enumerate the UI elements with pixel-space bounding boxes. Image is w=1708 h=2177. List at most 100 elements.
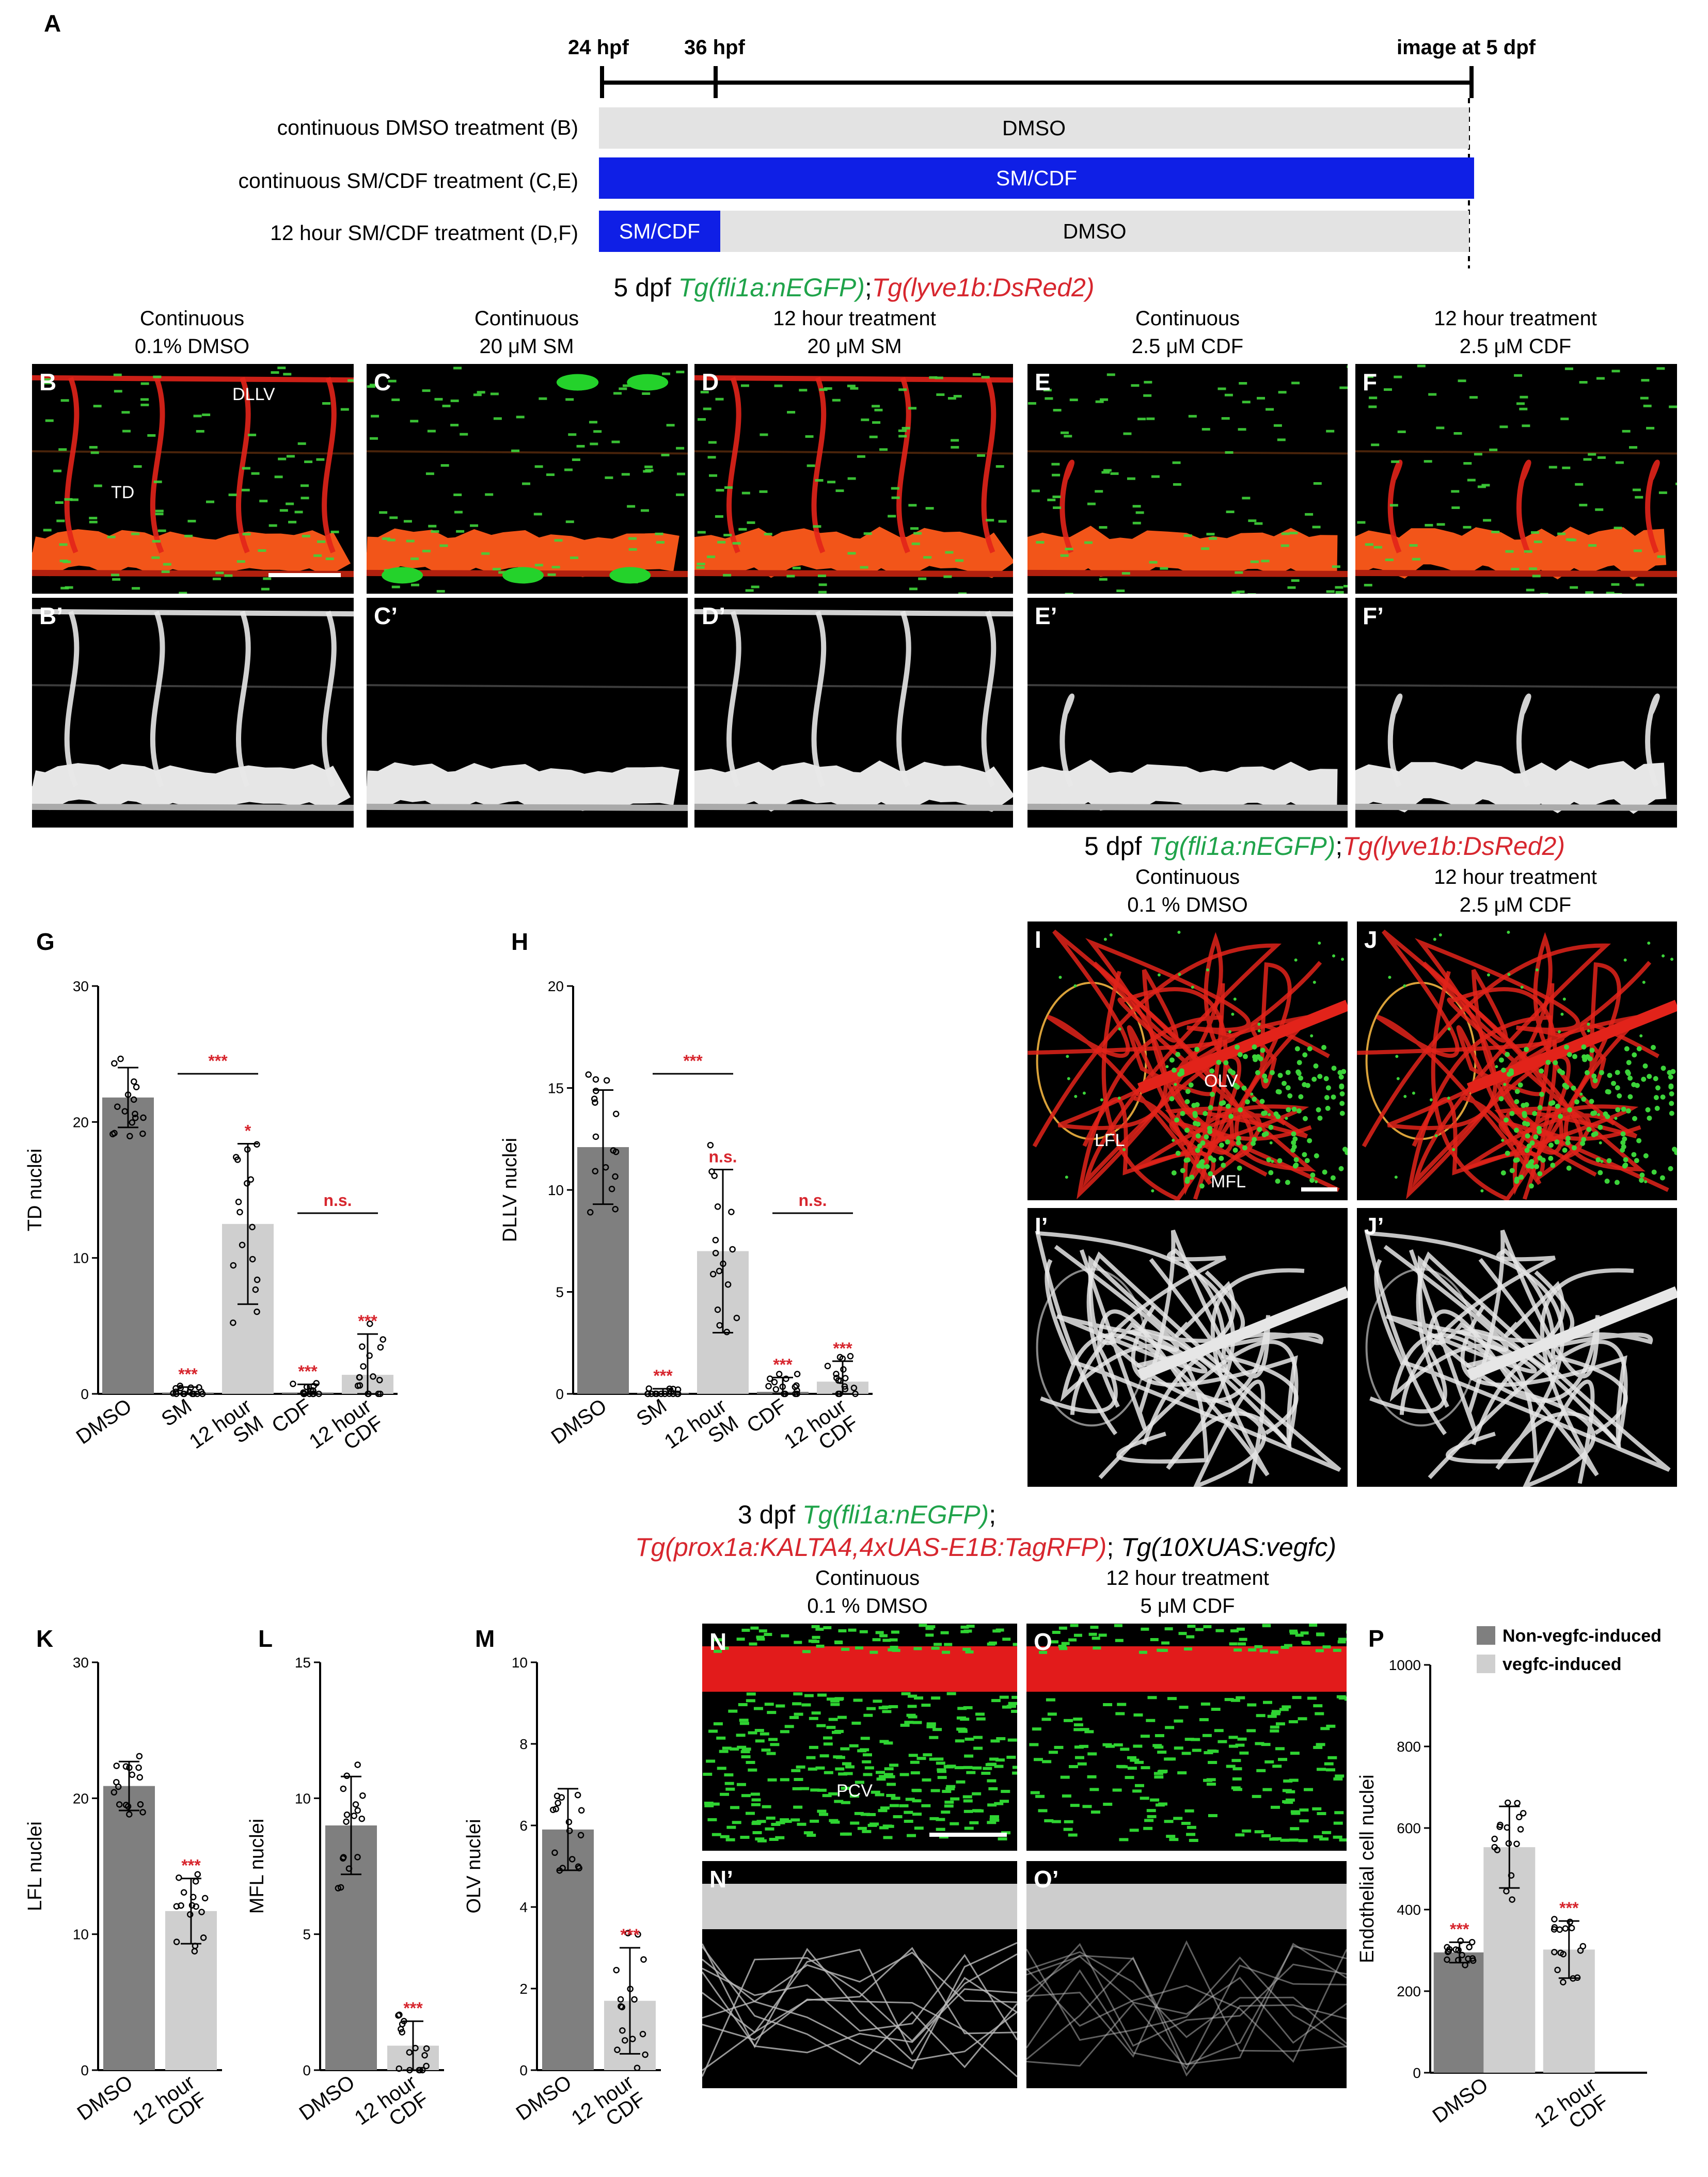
data-point [367, 1320, 373, 1327]
micrograph-i-image [1027, 921, 1348, 1200]
data-point [194, 1871, 201, 1878]
top-header-sep: ; [864, 273, 872, 302]
micrograph-j-image [1357, 921, 1677, 1200]
y-tick-label: 600 [1397, 1820, 1421, 1836]
data-point [575, 1863, 582, 1870]
data-point [352, 1801, 359, 1808]
data-point [116, 1801, 123, 1808]
bar [1433, 1952, 1485, 2073]
data-point [565, 1819, 573, 1825]
data-point [359, 1792, 366, 1799]
data-point [122, 1763, 130, 1770]
chart-g-panel-label: G [36, 928, 55, 955]
data-point [836, 1354, 844, 1361]
x-tick-label: SM [632, 1394, 671, 1431]
timepoint-36hpf: 36 hpf [684, 36, 745, 59]
micrograph-b-prime-image [32, 598, 354, 828]
bracket-label: n.s. [323, 1191, 352, 1210]
chart-g: G 0 10 20 30 TD nuclei *** * *** *** *** n.s. DMSO SM… [21, 919, 485, 1497]
chart-k: K 0 10 20 30 LFL nuclei *** DMSO 12 hour CDF [21, 1616, 248, 2173]
data-point [836, 1390, 843, 1397]
data-point [555, 1800, 561, 1806]
data-point [365, 1390, 371, 1397]
svg-text:DMSO: DMSO [512, 2071, 576, 2125]
col-title-b: Continuous 0.1% DMSO [134, 307, 250, 358]
micrograph-b: B [32, 364, 354, 594]
data-point [188, 1902, 196, 1909]
data-point [1503, 1888, 1510, 1895]
y-axis-label: LFL nuclei [24, 1821, 46, 1911]
significance-label: *** [653, 1366, 673, 1385]
data-point [399, 2029, 406, 2036]
data-point [568, 1856, 576, 1863]
data-point [354, 1807, 361, 1814]
data-point [1465, 1955, 1472, 1962]
data-point [358, 1815, 366, 1822]
data-point [765, 1383, 772, 1390]
chart-l-panel-label: L [258, 1625, 273, 1652]
data-point [566, 1828, 573, 1834]
data-point [614, 2046, 621, 2053]
data-point [1513, 1840, 1520, 1848]
col-title-d: 12 hour treatment 20 μM SM [773, 307, 936, 358]
data-point [1551, 1949, 1558, 1956]
row-label-12h-smcdf: 12 hour SM/CDF treatment (D,F) [270, 221, 578, 245]
arrow-mfl-label: MFL [1211, 1172, 1246, 1191]
data-point [354, 1761, 361, 1768]
micrograph-j-label: J [1364, 926, 1378, 953]
data-point [833, 1371, 840, 1377]
data-point [782, 1390, 788, 1397]
data-point [723, 1328, 730, 1336]
seg-12h-dmso: DMSO [720, 211, 1469, 252]
bar [102, 1097, 154, 1394]
data-point [236, 1209, 243, 1216]
data-point [356, 1382, 363, 1389]
micrograph-d-prime: D’ [694, 598, 1013, 828]
data-point [252, 1286, 259, 1293]
data-point [173, 1938, 180, 1945]
data-point [1462, 1962, 1468, 1968]
data-point [340, 1785, 347, 1792]
data-point [178, 1902, 184, 1909]
micrograph-o-label: O [1034, 1628, 1052, 1655]
data-point [631, 1996, 638, 2003]
y-tick-label: 0 [519, 2062, 528, 2078]
data-point [343, 1772, 351, 1779]
data-point [360, 1363, 367, 1370]
y-tick-label: 10 [73, 1927, 89, 1943]
data-point [1560, 1979, 1567, 1985]
y-tick-label: 30 [73, 1655, 89, 1671]
data-point [1520, 1810, 1527, 1817]
data-point [356, 1374, 363, 1381]
data-point [639, 2030, 646, 2038]
data-point [139, 1809, 146, 1816]
micrograph-f-label: F [1363, 369, 1378, 395]
data-point [396, 2011, 403, 2019]
x-tick-label: DMSO [73, 2071, 137, 2125]
significance-label: *** [833, 1339, 852, 1358]
micrograph-j-prime-image [1357, 1208, 1677, 1487]
y-tick-label: 10 [295, 1790, 311, 1806]
micrograph-e-prime: E’ [1027, 598, 1348, 828]
micrograph-c-prime: C’ [367, 598, 688, 828]
data-point [1514, 1800, 1521, 1806]
data-point [359, 1343, 366, 1350]
svg-text:CDF: CDF [268, 1394, 316, 1437]
micrograph-o-prime-label: O’ [1034, 1866, 1059, 1893]
micrograph-o-prime-image [1026, 1861, 1347, 2088]
data-point [666, 1385, 673, 1392]
data-point [1505, 1840, 1512, 1847]
significance-label: *** [178, 1365, 198, 1384]
arrow-olv-label: OLV [1204, 1071, 1238, 1091]
data-point [129, 1771, 136, 1778]
micrograph-b-prime-label: B’ [39, 602, 63, 629]
y-tick-label: 5 [556, 1284, 564, 1300]
y-tick-label: 15 [548, 1080, 564, 1097]
data-point [714, 1306, 721, 1313]
y-tick-label: 0 [303, 2062, 311, 2078]
data-point [716, 1322, 723, 1329]
